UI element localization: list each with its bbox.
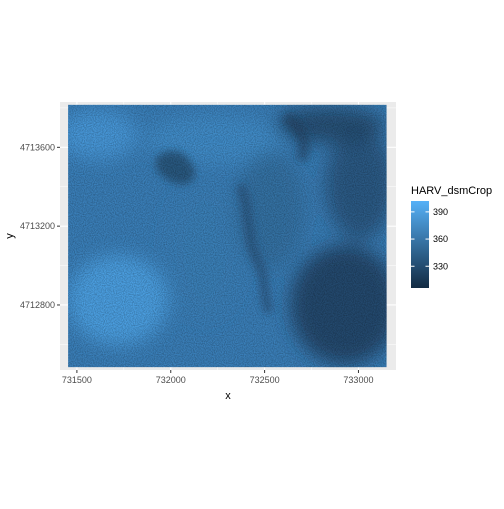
legend-break-label: 330 — [433, 261, 448, 271]
legend-break-label: 390 — [433, 207, 448, 217]
elevation-raster — [68, 104, 387, 368]
raster-speckle — [68, 104, 387, 368]
y-tick-label: 4712800 — [20, 300, 55, 310]
x-tick-label: 732000 — [156, 375, 186, 385]
x-tick-label: 733000 — [343, 375, 373, 385]
x-axis-title: x — [225, 390, 231, 402]
x-tick-label: 732500 — [250, 375, 280, 385]
legend-title: HARV_dsmCrop — [411, 185, 492, 197]
legend-colorbar — [411, 201, 429, 288]
x-tick-label: 731500 — [62, 375, 92, 385]
legend: HARV_dsmCrop 390 360 330 — [411, 185, 492, 288]
y-tick-label: 4713600 — [20, 142, 55, 152]
legend-break-label: 360 — [433, 234, 448, 244]
y-axis-title: y — [4, 233, 16, 239]
y-axis: 4712800 4713200 4713600 — [20, 142, 60, 310]
y-tick-label: 4713200 — [20, 221, 55, 231]
legend-breaks: 390 360 330 — [411, 207, 448, 271]
x-axis: 731500 732000 732500 733000 — [62, 370, 373, 385]
